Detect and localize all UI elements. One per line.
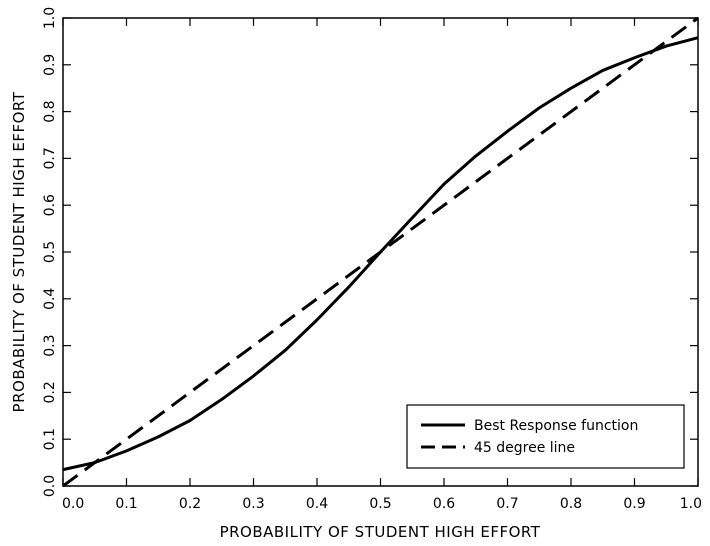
x-tick-labels: 0.0 0.1 0.2 0.3 0.4 0.5 0.6 0.7 0.8 0.9 1.0 — [62, 496, 702, 512]
y-tick-label: 0.2 — [42, 381, 58, 403]
x-tick-label: 0.4 — [306, 496, 328, 512]
y-tick-label: 0.9 — [42, 54, 58, 76]
x-tick-label: 0.5 — [369, 496, 391, 512]
y-tick-labels: 0.0 0.1 0.2 0.3 0.4 0.5 0.6 0.7 0.8 0.9 1.0 — [42, 7, 58, 497]
series-lines — [62, 16, 699, 488]
legend: Best Response function 45 degree line — [406, 404, 685, 469]
x-tick-label: 1.0 — [680, 496, 702, 512]
y-tick-label: 0.7 — [42, 147, 58, 169]
x-tick-label: 0.7 — [496, 496, 518, 512]
y-tick-label: 0.4 — [42, 288, 58, 310]
x-tick-label: 0.3 — [242, 496, 264, 512]
y-tick-label: 0.5 — [42, 241, 58, 263]
x-tick-label: 0.1 — [115, 496, 137, 512]
ticks — [62, 17, 699, 487]
x-tick-label: 0.9 — [623, 496, 645, 512]
y-tick-label: 0.6 — [42, 194, 58, 216]
x-tick-label: 0.0 — [62, 496, 84, 512]
y-axis-title: PROBABILITY OF STUDENT HIGH EFFORT — [10, 91, 28, 412]
y-tick-label: 0.8 — [42, 100, 58, 122]
y-tick-label: 0.1 — [42, 428, 58, 450]
y-tick-label: 0.0 — [42, 475, 58, 497]
x-tick-label: 0.8 — [560, 496, 582, 512]
legend-label-best-response: Best Response function — [474, 418, 638, 434]
y-tick-label: 1.0 — [42, 7, 58, 29]
x-tick-label: 0.2 — [179, 496, 201, 512]
y-tick-label: 0.3 — [42, 334, 58, 356]
legend-box — [406, 404, 685, 469]
series-line-45-degree — [62, 16, 699, 488]
legend-label-45-degree: 45 degree line — [474, 440, 575, 456]
x-tick-label: 0.6 — [433, 496, 455, 512]
x-axis-title: PROBABILITY OF STUDENT HIGH EFFORT — [220, 523, 541, 541]
